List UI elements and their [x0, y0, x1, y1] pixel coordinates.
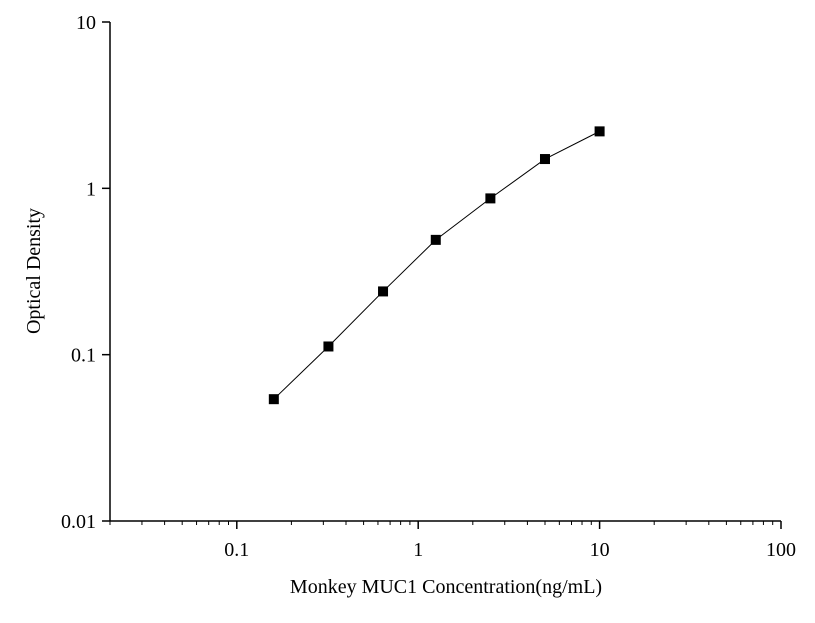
x-tick-label: 100 — [766, 539, 796, 561]
x-tick-label: 0.1 — [224, 539, 249, 561]
y-tick-label: 1 — [86, 178, 96, 200]
series-line — [273, 130, 600, 400]
data-point — [323, 341, 334, 352]
x-tick-label: 1 — [413, 539, 423, 561]
data-point — [430, 234, 441, 245]
y-tick-label: 0.1 — [71, 345, 96, 367]
x-tick-label: 10 — [590, 539, 610, 561]
data-point — [378, 286, 389, 297]
data-point — [539, 154, 550, 165]
y-axis-label: Optical Density — [23, 208, 45, 334]
data-point — [268, 394, 279, 405]
y-tick-label: 0.01 — [61, 511, 96, 533]
data-point — [594, 126, 605, 137]
data-point — [485, 193, 496, 204]
y-tick-label: 10 — [76, 12, 96, 34]
x-axis-label: Monkey MUC1 Concentration(ng/mL) — [290, 576, 602, 598]
